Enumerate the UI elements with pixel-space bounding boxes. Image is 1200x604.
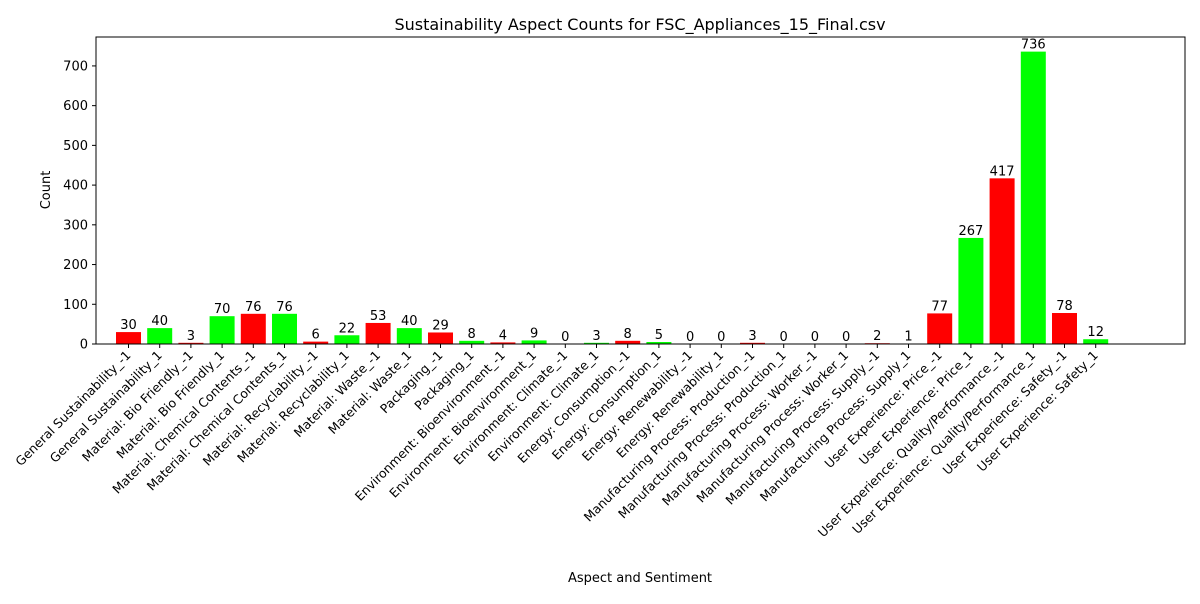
bar xyxy=(990,178,1015,344)
bar-value-label: 0 xyxy=(717,330,725,345)
bar-value-label: 3 xyxy=(748,329,756,344)
bar xyxy=(397,328,422,344)
bar-value-label: 29 xyxy=(432,318,449,333)
y-tick-label: 400 xyxy=(63,179,88,194)
bar xyxy=(116,332,141,344)
y-tick-label: 100 xyxy=(63,298,88,313)
y-tick-label: 700 xyxy=(63,59,88,74)
bar xyxy=(272,314,297,344)
y-tick-label: 0 xyxy=(80,338,88,353)
bar-value-label: 0 xyxy=(842,330,850,345)
bar xyxy=(147,328,172,344)
bar-value-label: 0 xyxy=(561,330,569,345)
y-tick-label: 200 xyxy=(63,258,88,273)
bar-value-label: 5 xyxy=(655,328,663,343)
chart-title: Sustainability Aspect Counts for FSC_App… xyxy=(394,15,885,35)
bar-value-label: 267 xyxy=(958,224,983,239)
bar-value-label: 2 xyxy=(873,329,881,344)
bar xyxy=(334,335,359,344)
bar xyxy=(241,314,266,344)
bar xyxy=(210,316,235,344)
bar-value-label: 1 xyxy=(904,330,912,345)
y-tick-label: 500 xyxy=(63,139,88,154)
y-axis-label: Count xyxy=(39,171,54,210)
y-tick-label: 300 xyxy=(63,218,88,233)
bar-value-label: 417 xyxy=(990,164,1015,179)
bar-value-label: 8 xyxy=(624,327,632,342)
bars-group xyxy=(116,52,1108,344)
bar-value-label: 3 xyxy=(592,329,600,344)
bar-value-label: 70 xyxy=(214,302,231,317)
bar-value-label: 6 xyxy=(312,328,320,343)
bar-value-label: 77 xyxy=(931,299,948,314)
x-axis-label: Aspect and Sentiment xyxy=(568,571,712,586)
bar-value-label: 53 xyxy=(370,309,387,324)
bar-value-label: 9 xyxy=(530,326,538,341)
y-tick-label: 600 xyxy=(63,99,88,114)
bar-value-label: 40 xyxy=(401,314,418,329)
y-axis-ticks: 0 100 200 300 400 500 600 700 xyxy=(63,59,96,352)
bar xyxy=(1021,52,1046,344)
bar xyxy=(428,332,453,344)
bar xyxy=(927,313,952,344)
bar-value-label: 0 xyxy=(811,330,819,345)
bar xyxy=(366,323,391,344)
bar-value-label: 76 xyxy=(276,300,293,315)
bar-value-label: 78 xyxy=(1056,299,1073,314)
bar-value-label: 0 xyxy=(686,330,694,345)
bar-value-label: 4 xyxy=(499,328,507,343)
bar-value-label: 0 xyxy=(780,330,788,345)
bar-value-label: 12 xyxy=(1087,325,1104,340)
bar-value-label: 22 xyxy=(339,321,356,336)
bar-value-label: 8 xyxy=(468,327,476,342)
bar-value-label: 3 xyxy=(187,329,195,344)
bar-value-label: 30 xyxy=(120,318,137,333)
bar xyxy=(958,238,983,344)
bar-value-label: 40 xyxy=(151,314,168,329)
bar-value-label: 736 xyxy=(1021,38,1046,53)
bar-value-label: 76 xyxy=(245,300,262,315)
bar xyxy=(1052,313,1077,344)
